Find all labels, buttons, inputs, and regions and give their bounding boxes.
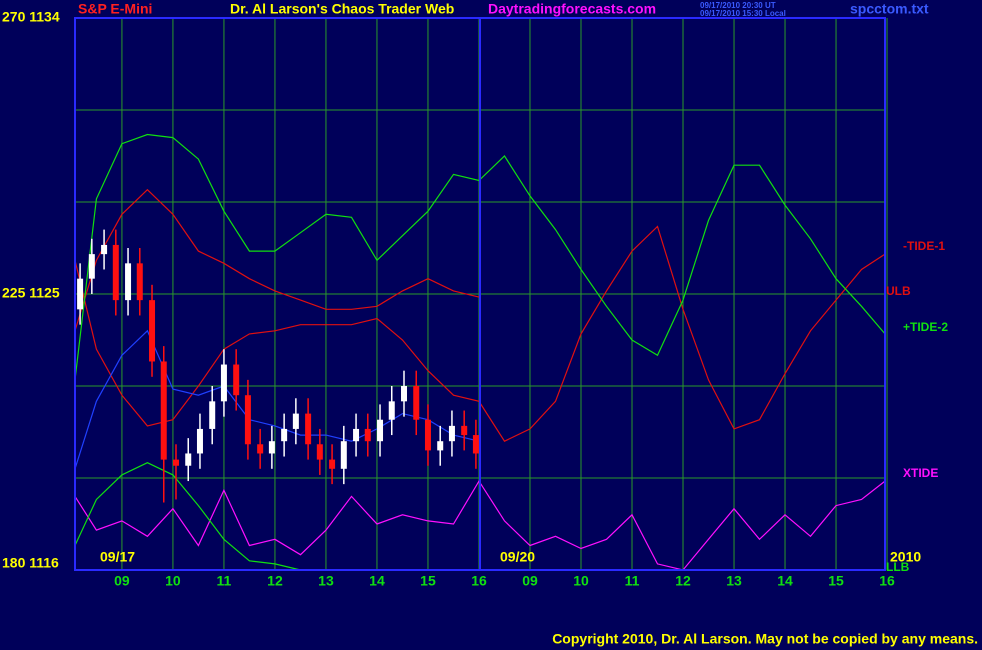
candle-body [77,278,84,310]
candle-body [377,419,384,442]
candle-body [244,395,251,445]
candle-body [353,428,360,442]
y-tick-label: 270 1134 [2,9,60,25]
candle-body [437,441,444,451]
x-tick-label: 11 [625,573,640,589]
candle-body [172,459,179,466]
series-line [74,462,301,571]
site: Daytradingforecasts.com [488,1,656,17]
y-tick-label: 180 1116 [2,555,59,571]
copyright: Copyright 2010, Dr. Al Larson. May not b… [552,631,978,647]
x-tick-label: 09 [522,573,538,589]
candle-body [388,401,395,420]
chart-title: Dr. Al Larson's Chaos Trader Web [230,1,454,17]
candle-body [257,444,264,454]
candle-body [209,401,216,429]
plot [74,133,886,571]
candle-body [149,300,156,362]
candle-body [88,254,95,279]
x-tick-label: 15 [420,573,436,589]
timestamp: 09/17/2010 20:30 UT [700,1,776,10]
x-tick-label: 14 [369,573,385,589]
candle-body [233,364,240,396]
candle-body [125,263,132,301]
x-tick-label: 10 [165,573,181,589]
file-name: spcctom.txt [850,1,929,17]
x-tick-label: 12 [675,573,691,589]
candle-body [281,428,288,442]
x-tick-label: 16 [471,573,487,589]
x-tick-label: 10 [573,573,589,589]
legend-label: -TIDE-1 [903,239,945,253]
legend-label: LLB [886,560,910,574]
candle-body [101,244,108,255]
candle-body [220,364,227,402]
candle-body [329,459,336,469]
series-line [74,329,480,469]
x-tick-label: 12 [267,573,283,589]
x-tick-label: 13 [726,573,742,589]
candle-body [196,428,203,454]
candle-body [316,444,323,460]
candle-body [160,361,167,460]
candle-body [268,441,275,454]
grid [75,17,888,571]
candle-body [136,263,143,301]
candle-body [424,419,431,451]
candle-body [413,386,420,420]
candle-body [340,441,347,469]
candle-body [364,428,371,442]
x-tick-label: 09 [114,573,130,589]
candle-body [112,244,119,301]
date-label: 09/17 [100,549,135,565]
candle-body [400,386,407,402]
x-tick-label: 16 [879,573,895,589]
date-label: 09/20 [500,549,535,565]
x-tick-label: 13 [318,573,334,589]
candle-body [292,413,299,429]
candle-body [448,425,455,442]
timestamp: 09/17/2010 15:30 Local [700,9,786,18]
legend-label: +TIDE-2 [903,320,948,334]
candle-body [461,425,468,436]
y-tick-label: 225 1125 [2,285,60,301]
candle-body [185,453,192,466]
legend-label: XTIDE [903,466,938,480]
symbol: S&P E-Mini [78,1,152,17]
year-label: 2010 [890,549,921,565]
x-tick-label: 11 [217,573,232,589]
candle-body [472,435,479,454]
x-tick-label: 14 [777,573,793,589]
series-line [74,188,480,331]
candle-body [305,413,312,445]
legend-label: ULB [886,284,911,298]
x-tick-label: 15 [828,573,844,589]
